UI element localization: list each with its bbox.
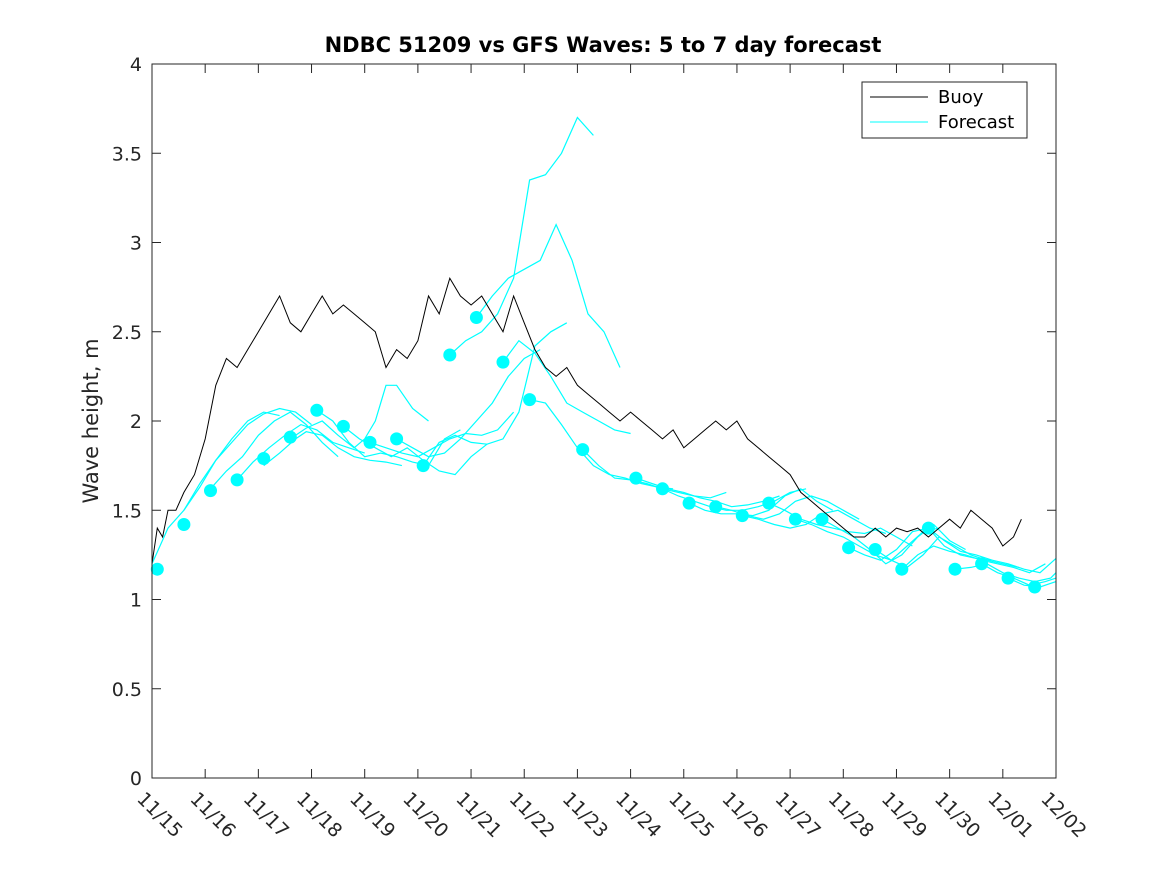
forecast-marker: [150, 562, 164, 576]
forecast-line: [316, 409, 461, 467]
forecast-marker: [496, 355, 510, 369]
forecast-marker: [443, 348, 457, 362]
x-tick-label: 11/29: [877, 788, 931, 842]
forecast-marker: [576, 443, 590, 457]
forecast-marker: [230, 473, 244, 487]
forecast-line: [874, 536, 1019, 569]
forecast-line: [183, 407, 312, 511]
forecast-marker: [363, 435, 377, 449]
x-tick-label: 11/23: [558, 788, 612, 842]
forecast-line: [396, 349, 541, 458]
axes-layer: 00.511.522.533.5411/1511/1611/1711/1811/…: [112, 54, 1091, 842]
x-tick-label: 11/26: [717, 788, 771, 842]
x-tick-label: 11/17: [239, 788, 293, 842]
forecast-marker: [842, 541, 856, 555]
forecast-marker: [656, 482, 669, 496]
x-tick-label: 11/30: [930, 788, 984, 842]
forecast-line: [927, 527, 1057, 574]
legend-box: [861, 81, 1028, 139]
legend: Buoy Forecast: [861, 81, 1028, 139]
forecast-marker: [416, 459, 430, 473]
forecast-line: [422, 322, 568, 466]
forecast-marker: [868, 543, 882, 556]
x-tick-label: 11/19: [345, 788, 399, 842]
y-tick-label: 1.5: [112, 500, 142, 522]
x-tick-label: 11/24: [611, 788, 665, 842]
y-tick-label: 0.5: [112, 679, 142, 701]
forecast-line: [981, 563, 1057, 586]
forecast-line: [502, 339, 631, 435]
forecast-marker: [469, 311, 483, 324]
forecast-line: [263, 431, 403, 467]
x-tick-label: 11/16: [186, 788, 240, 842]
forecast-marker: [390, 432, 404, 446]
x-tick-label: 11/15: [132, 788, 186, 842]
x-tick-label: 11/22: [505, 788, 559, 842]
x-tick-label: 11/18: [292, 788, 346, 842]
plot-frame: [151, 63, 1057, 779]
y-tick-label: 0: [130, 768, 142, 790]
forecast-line: [795, 518, 940, 561]
y-tick-label: 4: [130, 54, 142, 76]
forecast-marker: [921, 521, 935, 535]
x-tick-label: 12/01: [983, 788, 1037, 842]
forecast-line: [821, 518, 966, 565]
y-tick-label: 1: [130, 590, 142, 612]
chart-title: NDBC 51209 vs GFS Waves: 5 to 7 day fore…: [325, 33, 882, 57]
forecast-line: [449, 116, 594, 356]
forecast-marker: [283, 430, 297, 444]
y-tick-label: 3: [130, 233, 142, 255]
forecast-marker: [177, 518, 191, 531]
forecast-line: [210, 411, 339, 490]
y-tick-label: 3.5: [112, 143, 142, 165]
plot-data-layer: [150, 116, 1057, 594]
forecast-marker: [895, 562, 909, 576]
forecast-line: [768, 502, 913, 547]
forecast-marker: [1028, 580, 1042, 594]
forecast-line: [582, 449, 727, 499]
forecast-line: [529, 399, 674, 490]
forecast-marker: [815, 512, 829, 526]
forecast-marker: [204, 484, 217, 498]
legend-forecast-label: Forecast: [938, 112, 1014, 133]
forecast-marker: [762, 496, 776, 510]
forecast-marker: [682, 496, 696, 510]
y-tick-label: 2: [130, 411, 142, 433]
forecast-marker: [735, 509, 749, 523]
y-axis-label: Wave height, m: [79, 338, 103, 503]
x-tick-label: 11/28: [824, 788, 878, 842]
x-tick-label: 11/21: [452, 788, 506, 842]
forecast-line: [475, 223, 621, 368]
forecast-marker: [948, 562, 962, 576]
buoy-line: [151, 276, 1022, 564]
forecast-marker: [523, 393, 537, 407]
x-tick-label: 11/25: [664, 788, 718, 842]
x-tick-label: 11/27: [771, 788, 825, 842]
legend-buoy-label: Buoy: [938, 87, 984, 108]
forecast-marker: [257, 452, 271, 465]
forecast-marker: [975, 557, 989, 571]
forecast-marker: [629, 471, 643, 485]
x-tick-label: 12/02: [1036, 788, 1090, 842]
forecast-marker: [1001, 571, 1015, 585]
forecast-marker: [709, 500, 723, 514]
forecast-marker: [336, 419, 350, 433]
y-tick-label: 2.5: [112, 322, 142, 344]
forecast-line: [369, 411, 515, 458]
forecast-marker: [788, 512, 802, 526]
forecast-line: [742, 509, 886, 535]
forecast-marker: [310, 403, 324, 417]
x-tick-label: 11/20: [398, 788, 452, 842]
